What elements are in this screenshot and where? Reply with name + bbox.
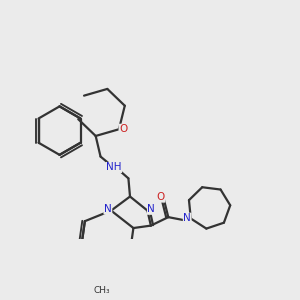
Text: CH₃: CH₃ <box>93 286 110 295</box>
Text: NH: NH <box>106 163 122 172</box>
Text: N: N <box>148 204 155 214</box>
Text: O: O <box>119 124 127 134</box>
Text: O: O <box>157 192 165 202</box>
Text: N: N <box>104 204 112 214</box>
Text: N: N <box>183 213 191 223</box>
